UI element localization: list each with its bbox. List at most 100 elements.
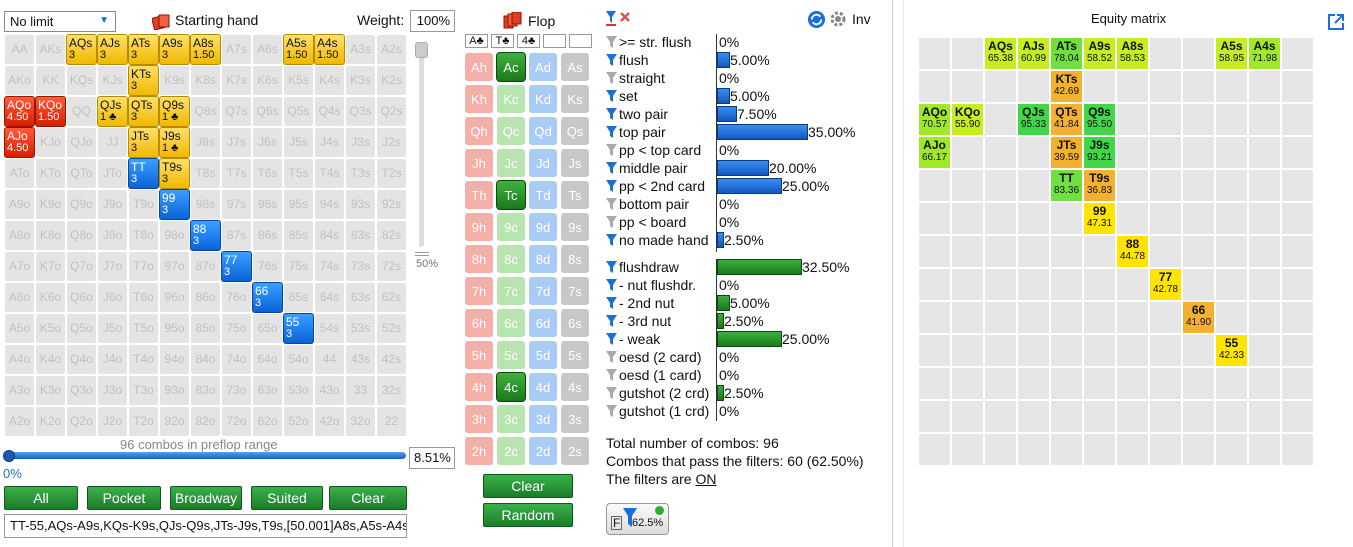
range-cell[interactable]: 93s (345, 189, 376, 220)
range-cell[interactable]: J6s (252, 127, 283, 158)
equity-cell[interactable] (918, 268, 951, 301)
board-card-1[interactable]: A♣ (465, 34, 488, 48)
range-cell[interactable]: 32o (345, 406, 376, 437)
funnel-icon[interactable] (606, 162, 617, 175)
range-cell[interactable]: J3o (97, 375, 128, 406)
equity-cell[interactable] (1281, 268, 1314, 301)
range-cell[interactable]: 44 (314, 344, 345, 375)
equity-cell[interactable] (1050, 268, 1083, 301)
range-cell[interactable]: 43o (314, 375, 345, 406)
range-text-input[interactable]: TT-55,AQs-A9s,KQs-K9s,QJs-Q9s,JTs-J9s,T9… (4, 514, 407, 538)
range-cell[interactable]: 64s (314, 282, 345, 313)
equity-cell[interactable] (1050, 367, 1083, 400)
range-cell[interactable]: T2o (128, 406, 159, 437)
range-slider-knob[interactable] (3, 450, 15, 462)
range-cell[interactable]: A3o (4, 375, 35, 406)
card-Kc[interactable]: Kc (496, 84, 526, 114)
equity-cell[interactable] (1215, 367, 1248, 400)
range-cell[interactable]: 99 3 (159, 189, 190, 220)
range-cell[interactable]: JTs 3 (128, 127, 159, 158)
board-card-5[interactable] (569, 34, 592, 48)
range-cell[interactable]: A3s (345, 34, 376, 65)
range-cell[interactable]: 88 3 (190, 220, 221, 251)
card-9s[interactable]: 9s (560, 212, 590, 242)
equity-cell[interactable] (984, 301, 1017, 334)
range-cell[interactable]: ATs 3 (128, 34, 159, 65)
equity-cell[interactable] (1281, 103, 1314, 136)
equity-cell[interactable] (1248, 136, 1281, 169)
equity-cell[interactable] (1248, 70, 1281, 103)
equity-cell[interactable] (918, 235, 951, 268)
equity-cell[interactable] (1149, 367, 1182, 400)
range-cell[interactable]: KJs (97, 65, 128, 96)
equity-cell[interactable] (1281, 433, 1314, 466)
filter-row[interactable]: pp < board (606, 213, 686, 231)
range-cell[interactable]: 97o (159, 251, 190, 282)
range-cell[interactable]: KQs (66, 65, 97, 96)
equity-cell[interactable] (1017, 136, 1050, 169)
range-cell[interactable]: K2s (376, 65, 407, 96)
equity-cell[interactable] (918, 400, 951, 433)
equity-cell[interactable] (1116, 103, 1149, 136)
card-Kh[interactable]: Kh (464, 84, 494, 114)
card-9h[interactable]: 9h (464, 212, 494, 242)
equity-cell[interactable] (1017, 202, 1050, 235)
range-cell[interactable]: 82o (190, 406, 221, 437)
range-cell[interactable]: 55 3 (283, 313, 314, 344)
range-cell[interactable]: 96s (252, 189, 283, 220)
range-cell[interactable]: A5o (4, 313, 35, 344)
range-cell[interactable]: QJs 1 ♣ (97, 96, 128, 127)
range-cell[interactable]: J9o (97, 189, 128, 220)
card-5c[interactable]: 5c (496, 340, 526, 370)
range-cell[interactable]: QTs 3 (128, 96, 159, 127)
range-cell[interactable]: Q7s (221, 96, 252, 127)
equity-cell[interactable] (1281, 301, 1314, 334)
random-flop-button[interactable]: Random (483, 503, 573, 527)
equity-cell[interactable] (984, 367, 1017, 400)
equity-cell[interactable] (1215, 136, 1248, 169)
range-cell[interactable]: Q4s (314, 96, 345, 127)
all-button[interactable]: All (4, 486, 78, 510)
range-cell[interactable]: Q5o (66, 313, 97, 344)
range-cell[interactable]: J4o (97, 344, 128, 375)
card-Ah[interactable]: Ah (464, 52, 494, 82)
range-cell[interactable]: Q3o (66, 375, 97, 406)
equity-cell[interactable] (951, 70, 984, 103)
range-cell[interactable]: 74s (314, 251, 345, 282)
card-Ad[interactable]: Ad (528, 52, 558, 82)
range-cell[interactable]: J2o (97, 406, 128, 437)
range-cell[interactable]: KJo (35, 127, 66, 158)
range-cell[interactable]: A2s (376, 34, 407, 65)
funnel-icon[interactable] (606, 198, 617, 211)
range-cell[interactable]: K7s (221, 65, 252, 96)
board-card-3[interactable]: 4♣ (517, 34, 540, 48)
range-cell[interactable]: Q8s (190, 96, 221, 127)
range-cell[interactable]: 97s (221, 189, 252, 220)
range-cell[interactable]: Q2s (376, 96, 407, 127)
range-cell[interactable]: QJo (66, 127, 97, 158)
equity-cell[interactable] (1017, 70, 1050, 103)
equity-cell[interactable] (1083, 235, 1116, 268)
range-cell[interactable]: A9o (4, 189, 35, 220)
equity-cell[interactable] (1017, 367, 1050, 400)
range-cell[interactable]: K8o (35, 220, 66, 251)
card-Th[interactable]: Th (464, 180, 494, 210)
range-cell[interactable]: KTs 3 (128, 65, 159, 96)
equity-cell[interactable] (1182, 136, 1215, 169)
range-cell[interactable]: 75s (283, 251, 314, 282)
range-cell[interactable]: 65o (252, 313, 283, 344)
equity-cell[interactable] (1149, 433, 1182, 466)
card-Kd[interactable]: Kd (528, 84, 558, 114)
equity-cell[interactable]: A8s 58.53 (1116, 37, 1149, 70)
range-cell[interactable]: T6o (128, 282, 159, 313)
card-3c[interactable]: 3c (496, 404, 526, 434)
equity-cell[interactable] (1182, 433, 1215, 466)
card-4d[interactable]: 4d (528, 372, 558, 402)
range-cell[interactable]: 85s (283, 220, 314, 251)
range-cell[interactable]: 76o (221, 282, 252, 313)
range-cell[interactable]: T7o (128, 251, 159, 282)
equity-cell[interactable] (1083, 433, 1116, 466)
range-cell[interactable]: KTo (35, 158, 66, 189)
equity-cell[interactable] (1017, 268, 1050, 301)
equity-cell[interactable] (984, 103, 1017, 136)
